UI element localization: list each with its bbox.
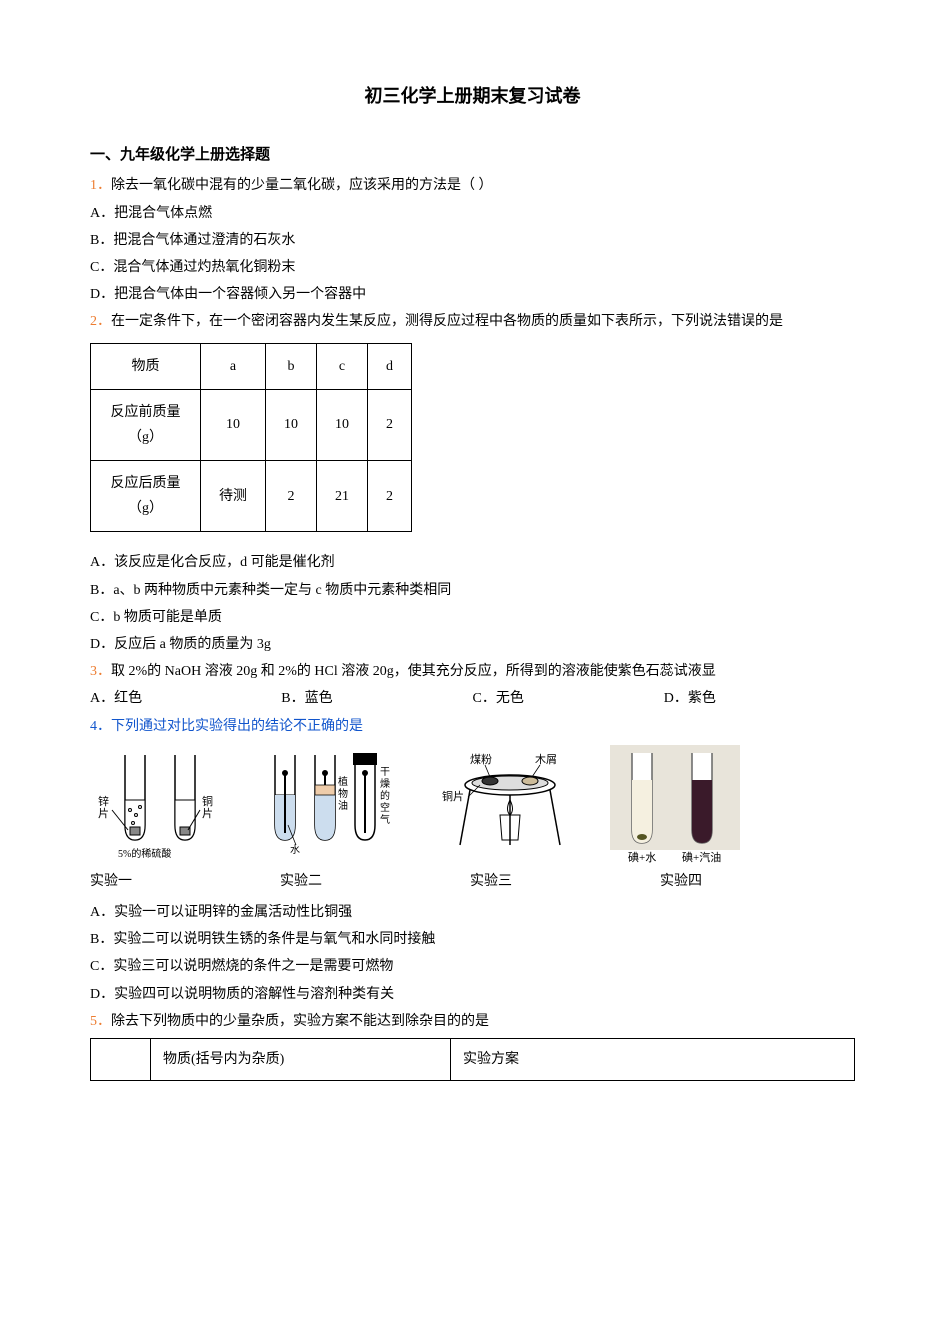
experiment-4-diagram: 碘+水 碘+汽油 xyxy=(610,745,740,865)
q3-number: 3． xyxy=(90,664,111,679)
experiment-3: 煤粉 木屑 铜片 xyxy=(440,745,580,865)
wood-label: 木屑 xyxy=(535,753,557,766)
q3-options-row: A．红色 B．蓝色 C．无色 D．紫色 xyxy=(90,686,855,711)
table-header-cell: c xyxy=(317,343,368,389)
svg-text:气: 气 xyxy=(380,813,390,826)
q1-option-d: D．把混合气体由一个容器倾入另一个容器中 xyxy=(90,282,855,307)
q2-option-c: C．b 物质可能是单质 xyxy=(90,605,855,630)
table-cell: 2 xyxy=(266,461,317,532)
table-header-cell: a xyxy=(201,343,266,389)
table-cell: 10 xyxy=(201,389,266,460)
experiment-2: 水 植 物 油 干 燥 的 空 气 xyxy=(260,745,410,865)
experiment-labels-row: 实验一 实验二 实验三 实验四 xyxy=(90,869,855,894)
iodine-water-label: 碘+水 xyxy=(628,851,656,864)
q1-option-c: C．混合气体通过灼热氧化铜粉末 xyxy=(90,255,855,280)
q3-option-c: C．无色 xyxy=(473,686,664,711)
table-header-cell: d xyxy=(368,343,412,389)
table-header-row: 物质(括号内为杂质) 实验方案 xyxy=(91,1038,855,1080)
svg-text:片: 片 xyxy=(202,807,213,820)
question-2: 2．在一定条件下，在一个密闭容器内发生某反应，测得反应过程中各物质的质量如下表所… xyxy=(90,309,855,334)
q2-data-table: 物质 a b c d 反应前质量（g） 10 10 10 2 反应后质量（g） … xyxy=(90,343,412,533)
q2-option-b: B．a、b 两种物质中元素种类一定与 c 物质中元素种类相同 xyxy=(90,578,855,603)
table-header-cell: b xyxy=(266,343,317,389)
q2-number: 2． xyxy=(90,314,111,329)
svg-text:油: 油 xyxy=(338,799,348,812)
q1-number: 1． xyxy=(90,178,111,193)
exp4-label: 实验四 xyxy=(660,869,790,894)
table-header-row: 物质 a b c d xyxy=(91,343,412,389)
experiment-2-diagram: 水 植 物 油 干 燥 的 空 气 xyxy=(260,745,410,865)
q3-text: 取 2%的 NaOH 溶液 20g 和 2%的 HCl 溶液 20g，使其充分反… xyxy=(111,664,716,679)
q5-table: 物质(括号内为杂质) 实验方案 xyxy=(90,1038,855,1081)
q2-text: 在一定条件下，在一个密闭容器内发生某反应，测得反应过程中各物质的质量如下表所示，… xyxy=(111,314,783,329)
experiment-3-diagram: 煤粉 木屑 铜片 xyxy=(440,745,580,865)
table-cell-empty xyxy=(91,1038,151,1080)
coal-label: 煤粉 xyxy=(470,753,492,766)
exp2-label: 实验二 xyxy=(280,869,410,894)
q2-option-a: A．该反应是化合反应，d 可能是催化剂 xyxy=(90,550,855,575)
table-header-cell: 物质(括号内为杂质) xyxy=(151,1038,451,1080)
oil-label: 植 xyxy=(338,775,348,788)
acid-label: 5%的稀硫酸 xyxy=(118,847,171,860)
svg-text:片: 片 xyxy=(98,807,109,820)
question-5: 5．除去下列物质中的少量杂质，实验方案不能达到除杂目的的是 xyxy=(90,1009,855,1034)
page-title: 初三化学上册期末复习试卷 xyxy=(90,80,855,112)
section-heading: 一、九年级化学上册选择题 xyxy=(90,142,855,169)
q1-text: 除去一氧化碳中混有的少量二氧化碳，应该采用的方法是（ ） xyxy=(111,178,493,193)
svg-text:燥: 燥 xyxy=(380,778,390,790)
q1-option-b: B．把混合气体通过澄清的石灰水 xyxy=(90,228,855,253)
table-cell: 反应前质量（g） xyxy=(91,389,201,460)
question-1: 1．除去一氧化碳中混有的少量二氧化碳，应该采用的方法是（ ） xyxy=(90,173,855,198)
copper-plate-label: 铜片 xyxy=(442,789,464,803)
table-cell: 待测 xyxy=(201,461,266,532)
table-header-cell: 物质 xyxy=(91,343,201,389)
table-cell: 10 xyxy=(266,389,317,460)
q4-option-c: C．实验三可以说明燃烧的条件之一是需要可燃物 xyxy=(90,954,855,979)
iodine-gas-label: 碘+汽油 xyxy=(682,850,721,864)
exp1-label: 实验一 xyxy=(90,869,220,894)
question-4: 4．下列通过对比实验得出的结论不正确的是 xyxy=(90,714,855,739)
table-row: 反应前质量（g） 10 10 10 2 xyxy=(91,389,412,460)
q3-option-d: D．紫色 xyxy=(664,686,855,711)
q2-option-d: D．反应后 a 物质的质量为 3g xyxy=(90,632,855,657)
table-cell: 10 xyxy=(317,389,368,460)
q1-option-a: A．把混合气体点燃 xyxy=(90,201,855,226)
table-cell: 反应后质量（g） xyxy=(91,461,201,532)
q3-option-b: B．蓝色 xyxy=(281,686,472,711)
experiment-1-diagram: 锌 片 铜 片 5%的稀硫酸 xyxy=(90,745,230,865)
table-row: 反应后质量（g） 待测 2 21 2 xyxy=(91,461,412,532)
air-label: 干 xyxy=(380,767,390,778)
experiment-1: 锌 片 铜 片 5%的稀硫酸 xyxy=(90,745,230,865)
svg-text:的: 的 xyxy=(380,789,390,802)
q4-option-d: D．实验四可以说明物质的溶解性与溶剂种类有关 xyxy=(90,982,855,1007)
experiment-4: 碘+水 碘+汽油 xyxy=(610,745,740,865)
q4-text: 下列通过对比实验得出的结论不正确的是 xyxy=(111,719,363,734)
q4-option-a: A．实验一可以证明锌的金属活动性比铜强 xyxy=(90,900,855,925)
q4-option-b: B．实验二可以说明铁生锈的条件是与氧气和水同时接触 xyxy=(90,927,855,952)
table-header-cell: 实验方案 xyxy=(451,1038,855,1080)
q5-text: 除去下列物质中的少量杂质，实验方案不能达到除杂目的的是 xyxy=(111,1014,489,1029)
table-cell: 2 xyxy=(368,461,412,532)
q4-number: 4． xyxy=(90,719,111,734)
copper-label: 铜 xyxy=(202,794,213,808)
q5-number: 5． xyxy=(90,1014,111,1029)
exp3-label: 实验三 xyxy=(470,869,600,894)
q3-option-a: A．红色 xyxy=(90,686,281,711)
table-cell: 2 xyxy=(368,389,412,460)
table-cell: 21 xyxy=(317,461,368,532)
water-label: 水 xyxy=(290,844,300,856)
question-3: 3．取 2%的 NaOH 溶液 20g 和 2%的 HCl 溶液 20g，使其充… xyxy=(90,659,855,684)
svg-text:物: 物 xyxy=(338,787,348,800)
zinc-label: 锌 xyxy=(98,794,109,808)
experiments-row: 锌 片 铜 片 5%的稀硫酸 xyxy=(90,745,855,865)
svg-text:空: 空 xyxy=(380,801,390,814)
